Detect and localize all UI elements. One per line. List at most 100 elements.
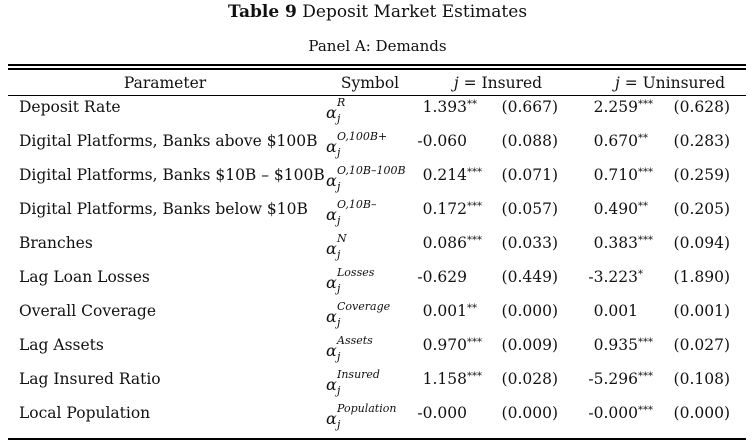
symbol-subscript: j <box>337 316 341 329</box>
symbol-superscript: Assets <box>337 334 373 347</box>
alpha-glyph: α <box>326 103 337 122</box>
insured-significance: ** <box>467 99 477 110</box>
insured-estimate-value: 0.214 <box>422 166 467 184</box>
uninsured-estimate-value: 0.935 <box>593 336 638 354</box>
alpha-glyph: α <box>326 375 337 394</box>
table-row: Lag Insured Ratio α Insured j 1.158*** (0.028… <box>0 368 755 404</box>
table-row: Local Population α Population j -0.000 (0.000… <box>0 402 755 438</box>
uninsured-estimate-value: 0.670 <box>593 132 638 150</box>
insured-significance: ** <box>467 303 477 314</box>
alpha-glyph: α <box>326 239 337 258</box>
table-row: Digital Platforms, Banks $10B – $100B α O,… <box>0 164 755 200</box>
uninsured-estimate: -0.000*** <box>580 404 660 422</box>
uninsured-estimate-value: 0.383 <box>593 234 638 252</box>
symbol-cell: α Losses j <box>326 266 416 302</box>
symbol-cell: α Assets j <box>326 334 416 370</box>
parameter-cell: Deposit Rate <box>19 98 121 116</box>
symbol-superscript: Insured <box>337 368 380 381</box>
uninsured-std-error: (0.628) <box>673 98 730 116</box>
uninsured-significance: *** <box>638 405 653 416</box>
uninsured-std-error: (0.001) <box>673 302 730 320</box>
symbol-cell: α O,10B– j <box>326 198 416 234</box>
parameter-cell: Lag Assets <box>19 336 104 354</box>
parameter-cell: Digital Platforms, Banks $10B – $100B <box>19 166 325 184</box>
uninsured-estimate-value: -3.223 <box>588 268 638 286</box>
uninsured-std-error: (0.027) <box>673 336 730 354</box>
uninsured-significance: *** <box>638 235 653 246</box>
bottom-rule <box>8 438 746 440</box>
insured-estimate: 1.393** <box>415 98 489 116</box>
symbol-superscript: O,100B+ <box>337 130 388 143</box>
parameter-cell: Overall Coverage <box>19 302 156 320</box>
table-label: Table 9 <box>227 2 297 22</box>
insured-significance: *** <box>467 201 482 212</box>
symbol-superscript: O,10B–100B <box>337 164 406 177</box>
uninsured-estimate-value: 0.490 <box>593 200 638 218</box>
insured-std-error: (0.000) <box>501 404 558 422</box>
insured-std-error: (0.033) <box>501 234 558 252</box>
parameter-cell: Digital Platforms, Banks below $10B <box>19 200 308 218</box>
insured-estimate: -0.060 <box>415 132 489 150</box>
symbol-subscript: j <box>337 180 341 193</box>
insured-estimate-value: 1.158 <box>422 370 467 388</box>
header-uninsured: j = Uninsured <box>614 74 726 92</box>
uninsured-significance: * <box>638 269 643 280</box>
insured-std-error: (0.088) <box>501 132 558 150</box>
header-symbol: Symbol <box>340 74 400 92</box>
table-row: Overall Coverage α Coverage j 0.001** (0.000)… <box>0 300 755 336</box>
alpha-symbol: α Insured j <box>326 368 416 400</box>
uninsured-estimate: 2.259*** <box>580 98 660 116</box>
symbol-subscript: j <box>337 146 341 159</box>
symbol-cell: α O,100B+ j <box>326 130 416 166</box>
insured-estimate: 0.970*** <box>415 336 489 354</box>
symbol-superscript: Losses <box>337 266 375 279</box>
insured-estimate-value: 1.393 <box>422 98 467 116</box>
uninsured-estimate: -5.296*** <box>580 370 660 388</box>
insured-std-error: (0.057) <box>501 200 558 218</box>
parameter-cell: Branches <box>19 234 93 252</box>
table-row: Digital Platforms, Banks above $100B α O,1… <box>0 130 755 166</box>
insured-std-error: (0.009) <box>501 336 558 354</box>
symbol-subscript: j <box>337 418 341 431</box>
uninsured-std-error: (0.283) <box>673 132 730 150</box>
insured-std-error: (0.000) <box>501 302 558 320</box>
uninsured-estimate: 0.670** <box>580 132 660 150</box>
alpha-glyph: α <box>326 409 337 428</box>
table-row: Lag Assets α Assets j 0.970*** (0.009) 0.935**… <box>0 334 755 370</box>
symbol-subscript: j <box>337 214 341 227</box>
symbol-subscript: j <box>337 282 341 295</box>
uninsured-std-error: (0.094) <box>673 234 730 252</box>
alpha-glyph: α <box>326 273 337 292</box>
insured-std-error: (0.449) <box>501 268 558 286</box>
uninsured-std-error: (1.890) <box>673 268 730 286</box>
symbol-subscript: j <box>337 350 341 363</box>
insured-estimate: 0.001** <box>415 302 489 320</box>
uninsured-estimate: 0.383*** <box>580 234 660 252</box>
uninsured-estimate: 0.001 <box>580 302 660 320</box>
parameter-cell: Local Population <box>19 404 151 422</box>
index-j: j <box>614 74 620 92</box>
insured-estimate: -0.629 <box>415 268 489 286</box>
insured-significance: *** <box>467 235 482 246</box>
insured-std-error: (0.028) <box>501 370 558 388</box>
alpha-symbol: α Losses j <box>326 266 416 298</box>
insured-estimate-value: 0.086 <box>422 234 467 252</box>
insured-significance: *** <box>467 167 482 178</box>
uninsured-estimate: 0.710*** <box>580 166 660 184</box>
top-rule-double <box>8 68 746 70</box>
insured-estimate: 0.214*** <box>415 166 489 184</box>
uninsured-estimate-value: 0.710 <box>593 166 638 184</box>
insured-estimate-value: -0.000 <box>417 404 467 422</box>
uninsured-estimate-value: 2.259 <box>593 98 638 116</box>
alpha-symbol: α O,100B+ j <box>326 130 416 162</box>
uninsured-significance: *** <box>638 99 653 110</box>
header-parameter: Parameter <box>123 74 207 92</box>
uninsured-estimate: 0.490** <box>580 200 660 218</box>
alpha-glyph: α <box>326 171 337 190</box>
table-title-text: Deposit Market Estimates <box>302 2 528 22</box>
